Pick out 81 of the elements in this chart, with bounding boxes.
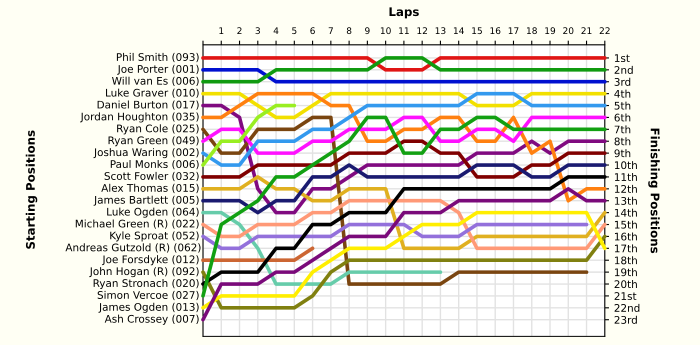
series-label: Will van Es (006) — [112, 76, 199, 86]
y-tick-label: 13th — [614, 196, 637, 205]
y-tick-label: 4th — [614, 90, 630, 98]
y-tick-label: 15th — [614, 220, 637, 229]
y-tick-label: 12th — [614, 184, 637, 193]
y-tick-label: 16th — [614, 232, 637, 241]
series-label: Kyle Sproat (052) — [110, 231, 199, 242]
line-series — [201, 234, 607, 310]
y-tick-label: 11th — [614, 172, 637, 181]
series-label: Simon Vercoe (027) — [98, 290, 199, 300]
y-tick-label: 7th — [614, 125, 630, 134]
y-tick-label: 2nd — [614, 66, 633, 74]
series-label: Luke Ogden (064) — [107, 208, 199, 218]
series-label: Scott Fowler (032) — [104, 172, 199, 182]
y-tick-label: 5th — [614, 102, 630, 110]
series-label: Joshua Waring (002) — [93, 148, 199, 158]
series-label: Paul Monks (006) — [110, 160, 199, 170]
x-tick-label: 17 — [508, 27, 518, 34]
text: Starting Positions — [26, 130, 38, 249]
x-tick-label: 6 — [310, 27, 315, 34]
x-tick-label: 22 — [600, 27, 610, 34]
series-label: Alex Thomas (015) — [101, 184, 199, 194]
x-tick-label: 13 — [436, 27, 446, 34]
y-tick-label: 19th — [614, 268, 637, 276]
series-label: Jordan Houghton (035) — [80, 112, 199, 122]
line-series — [201, 187, 607, 322]
x-tick-label: 5 — [292, 27, 296, 34]
x-tick-label: 7 — [328, 27, 333, 34]
y-tick-label: 22nd — [614, 304, 640, 312]
y-tick-label: 17th — [614, 244, 637, 252]
line-series — [201, 139, 607, 179]
x-tick-label: 8 — [346, 27, 352, 34]
x-tick-label: 20 — [563, 27, 574, 34]
x-tick-label: 11 — [399, 27, 409, 34]
y-tick-label: 23rd — [614, 316, 637, 324]
x-tick-label: 10 — [380, 27, 391, 34]
y-tick-label: 1st — [614, 54, 630, 62]
y-tick-label: 21st — [614, 292, 636, 300]
x-tick-label: 14 — [454, 27, 464, 34]
series-label: Ryan Green (049) — [108, 136, 199, 146]
y-tick-label: 9th — [614, 149, 630, 158]
x-tick-label: 21 — [581, 27, 592, 34]
line-series — [201, 198, 607, 250]
line-series — [201, 175, 607, 250]
series-label: Daniel Burton (017) — [98, 100, 199, 110]
x-tick-label: 12 — [417, 27, 428, 34]
x-tick-label: 18 — [526, 27, 537, 34]
series-label: John Hogan (R) (092) — [89, 267, 199, 278]
series-label: James Ogden (013) — [98, 302, 199, 313]
y-tick-label: 14th — [614, 208, 637, 217]
series-label: Joe Porter (001) — [117, 64, 199, 75]
line-series — [201, 92, 607, 167]
y-tick-label: 10th — [614, 161, 637, 170]
y-tick-label: 6th — [614, 113, 630, 122]
series-label: Ryan Cole (025) — [117, 124, 199, 134]
line-series — [201, 104, 296, 167]
y-tick-label: 20th — [614, 280, 637, 288]
line-series — [201, 210, 607, 310]
y-tick-label: 8th — [614, 137, 630, 146]
x-tick-label: 19 — [545, 27, 556, 34]
line-series — [201, 116, 607, 155]
x-tick-label: 16 — [490, 27, 500, 34]
line-series — [201, 163, 607, 214]
x-tick-label: 1 — [219, 27, 224, 34]
series-label: Ryan Stronach (020) — [94, 278, 199, 290]
y-axis-title: Finishing Positions — [648, 128, 660, 254]
x-tick-label: 15 — [472, 27, 482, 34]
series-label: Michael Green (R) (022) — [76, 219, 199, 229]
series-label: Joe Forsdyke (012) — [102, 255, 199, 266]
text: Andreas Gutzold (R) (062) — [65, 243, 200, 253]
y-tick-label: 18th — [614, 256, 637, 264]
x-tick-label: 4 — [274, 27, 278, 34]
x-tick-label: 9 — [365, 27, 370, 34]
series-label: Luke Graver (010) — [106, 88, 199, 98]
x-tick-label: 2 — [237, 27, 242, 34]
x-axis-title: Laps — [390, 7, 419, 18]
y-tick-label: 3rd — [614, 78, 630, 86]
x-tick-label: 3 — [256, 27, 260, 34]
series-label: Phil Smith (093) — [116, 52, 199, 62]
series-label: James Bartlett (005) — [94, 196, 199, 206]
series-label: Ash Crossey (007) — [104, 314, 199, 325]
